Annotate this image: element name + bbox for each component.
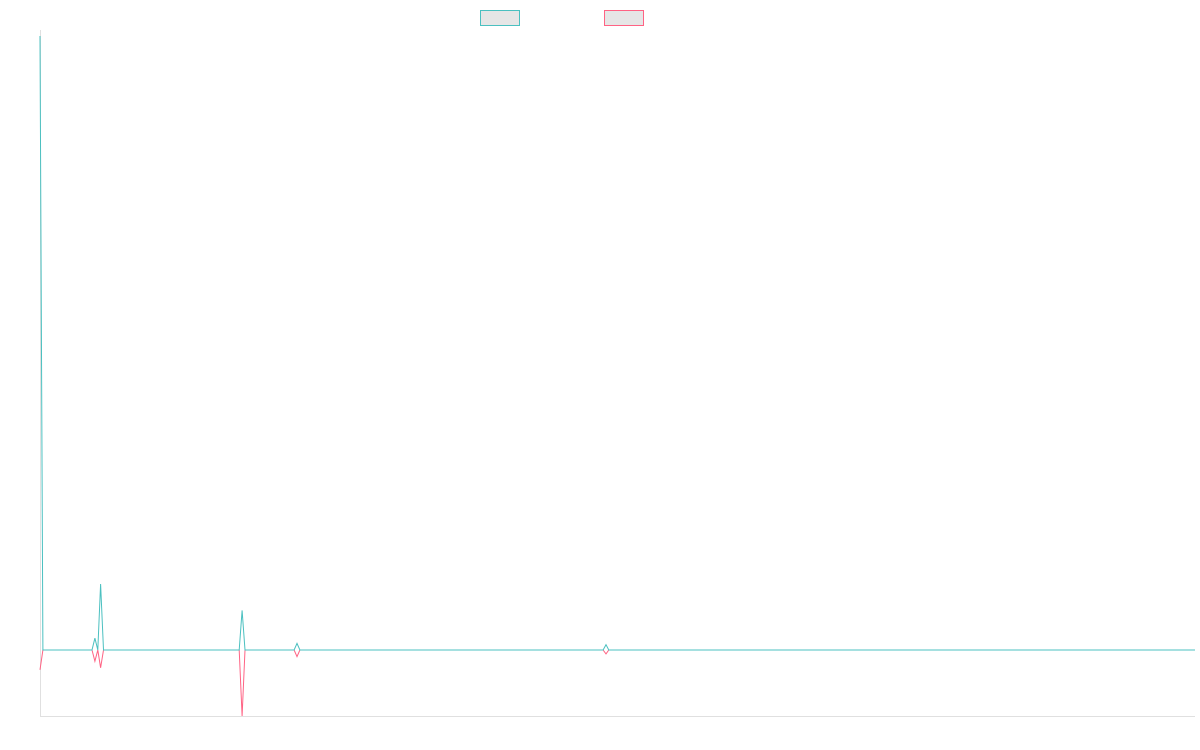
series-line-2 [39,649,1195,717]
legend-swatch-series-2[interactable] [604,10,644,26]
series-line-1 [39,35,1195,651]
legend-swatch-series-1[interactable] [480,10,520,26]
